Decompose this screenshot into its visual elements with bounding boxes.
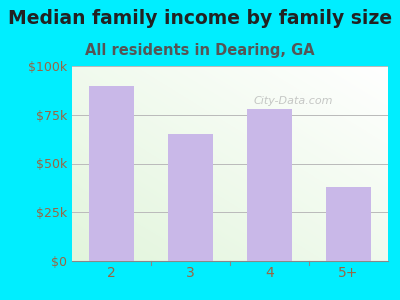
- Bar: [246, 109, 292, 261]
- Bar: [88, 85, 134, 261]
- Text: Median family income by family size: Median family income by family size: [8, 9, 392, 28]
- Text: All residents in Dearing, GA: All residents in Dearing, GA: [85, 44, 315, 59]
- Bar: [326, 187, 372, 261]
- Text: City-Data.com: City-Data.com: [254, 96, 333, 106]
- Bar: [168, 134, 214, 261]
